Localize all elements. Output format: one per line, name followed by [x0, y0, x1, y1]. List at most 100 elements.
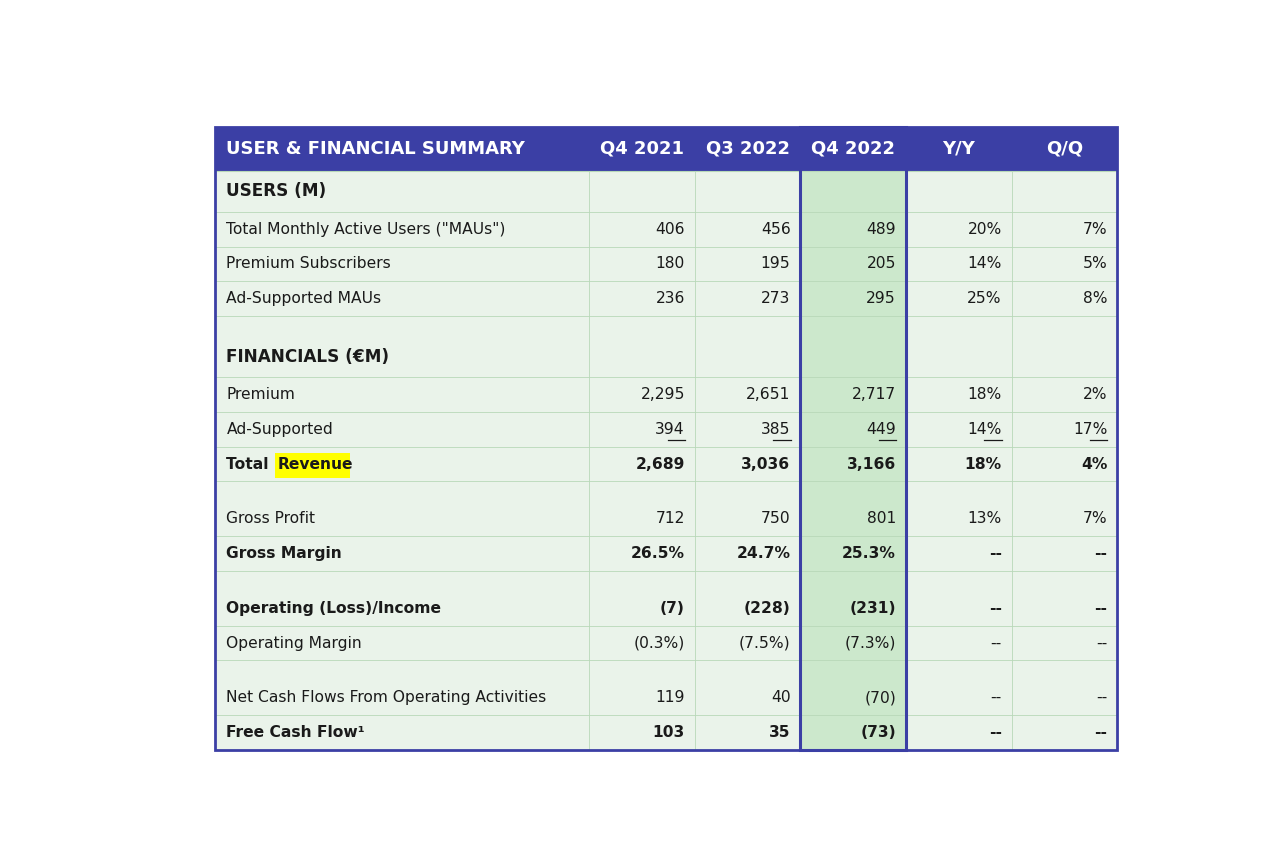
Text: Net Cash Flows From Operating Activities: Net Cash Flows From Operating Activities — [227, 690, 547, 705]
Bar — [800, 681, 906, 715]
Bar — [800, 412, 906, 446]
Text: Total Monthly Active Users ("MAUs"): Total Monthly Active Users ("MAUs") — [227, 221, 506, 237]
Text: 273: 273 — [762, 292, 791, 306]
Text: --: -- — [1094, 546, 1107, 561]
Text: --: -- — [1094, 725, 1107, 740]
Text: 8%: 8% — [1083, 292, 1107, 306]
Bar — [589, 625, 695, 660]
Bar — [215, 591, 589, 625]
Bar — [1011, 170, 1117, 212]
Text: --: -- — [1096, 690, 1107, 705]
Bar — [695, 377, 800, 412]
Bar — [695, 247, 800, 281]
Text: Ad-Supported: Ad-Supported — [227, 422, 333, 437]
Text: Operating Margin: Operating Margin — [227, 636, 362, 650]
Text: 119: 119 — [655, 690, 685, 705]
Bar — [906, 571, 1011, 591]
Bar — [1011, 591, 1117, 625]
Bar — [1011, 247, 1117, 281]
Text: Q3 2022: Q3 2022 — [705, 140, 790, 158]
Bar — [1011, 127, 1117, 170]
Bar — [695, 715, 800, 750]
Bar — [215, 127, 589, 170]
Bar — [800, 536, 906, 571]
Bar — [589, 660, 695, 681]
Bar — [695, 412, 800, 446]
Text: (73): (73) — [860, 725, 896, 740]
Text: 489: 489 — [867, 221, 896, 237]
Bar — [906, 482, 1011, 502]
Bar — [1011, 536, 1117, 571]
Bar — [589, 681, 695, 715]
Text: 2,295: 2,295 — [640, 387, 685, 402]
Bar — [695, 170, 800, 212]
Bar — [695, 212, 800, 247]
Text: (228): (228) — [744, 601, 791, 616]
Bar — [1011, 446, 1117, 482]
Bar — [589, 715, 695, 750]
Bar — [215, 316, 589, 336]
Bar — [800, 316, 906, 336]
Bar — [800, 591, 906, 625]
Text: 20%: 20% — [968, 221, 1002, 237]
Text: 14%: 14% — [968, 422, 1002, 437]
Bar — [1011, 571, 1117, 591]
Text: 4%: 4% — [1082, 457, 1107, 471]
Text: 195: 195 — [760, 257, 791, 272]
Bar — [695, 502, 800, 536]
Bar — [906, 591, 1011, 625]
Bar — [800, 247, 906, 281]
Bar — [215, 660, 589, 681]
Bar — [589, 412, 695, 446]
Bar — [1011, 681, 1117, 715]
Bar — [695, 591, 800, 625]
Text: (0.3%): (0.3%) — [634, 636, 685, 650]
Bar — [695, 625, 800, 660]
Text: Revenue: Revenue — [278, 457, 353, 471]
Text: 385: 385 — [762, 422, 791, 437]
Bar — [589, 502, 695, 536]
Bar — [589, 571, 695, 591]
Text: Q4 2022: Q4 2022 — [812, 140, 895, 158]
Text: --: -- — [991, 690, 1002, 705]
Bar — [215, 446, 589, 482]
Text: Gross Margin: Gross Margin — [227, 546, 342, 561]
Text: --: -- — [991, 636, 1002, 650]
Bar — [695, 336, 800, 377]
Text: 18%: 18% — [968, 387, 1002, 402]
Bar — [589, 170, 695, 212]
Bar — [215, 170, 589, 212]
Text: 35: 35 — [769, 725, 791, 740]
Text: 801: 801 — [867, 511, 896, 526]
Text: 7%: 7% — [1083, 511, 1107, 526]
Bar — [906, 377, 1011, 412]
Bar — [1011, 316, 1117, 336]
Bar — [695, 127, 800, 170]
Bar — [215, 482, 589, 502]
Text: 7%: 7% — [1083, 221, 1107, 237]
Bar — [695, 681, 800, 715]
Bar — [215, 571, 589, 591]
Bar — [800, 127, 906, 170]
Bar — [800, 715, 906, 750]
Text: 2%: 2% — [1083, 387, 1107, 402]
Bar — [906, 446, 1011, 482]
Text: (7): (7) — [660, 601, 685, 616]
Text: 3,036: 3,036 — [741, 457, 791, 471]
Bar — [906, 336, 1011, 377]
Text: (70): (70) — [864, 690, 896, 705]
Bar — [275, 452, 351, 477]
Text: 180: 180 — [655, 257, 685, 272]
Text: 295: 295 — [867, 292, 896, 306]
Bar — [906, 170, 1011, 212]
Bar — [589, 482, 695, 502]
Text: 205: 205 — [867, 257, 896, 272]
Text: Gross Profit: Gross Profit — [227, 511, 315, 526]
Bar — [695, 660, 800, 681]
Bar — [1011, 377, 1117, 412]
Bar — [589, 127, 695, 170]
Text: Y/Y: Y/Y — [942, 140, 975, 158]
Bar — [215, 281, 589, 316]
Bar — [695, 571, 800, 591]
Text: Free Cash Flow¹: Free Cash Flow¹ — [227, 725, 365, 740]
